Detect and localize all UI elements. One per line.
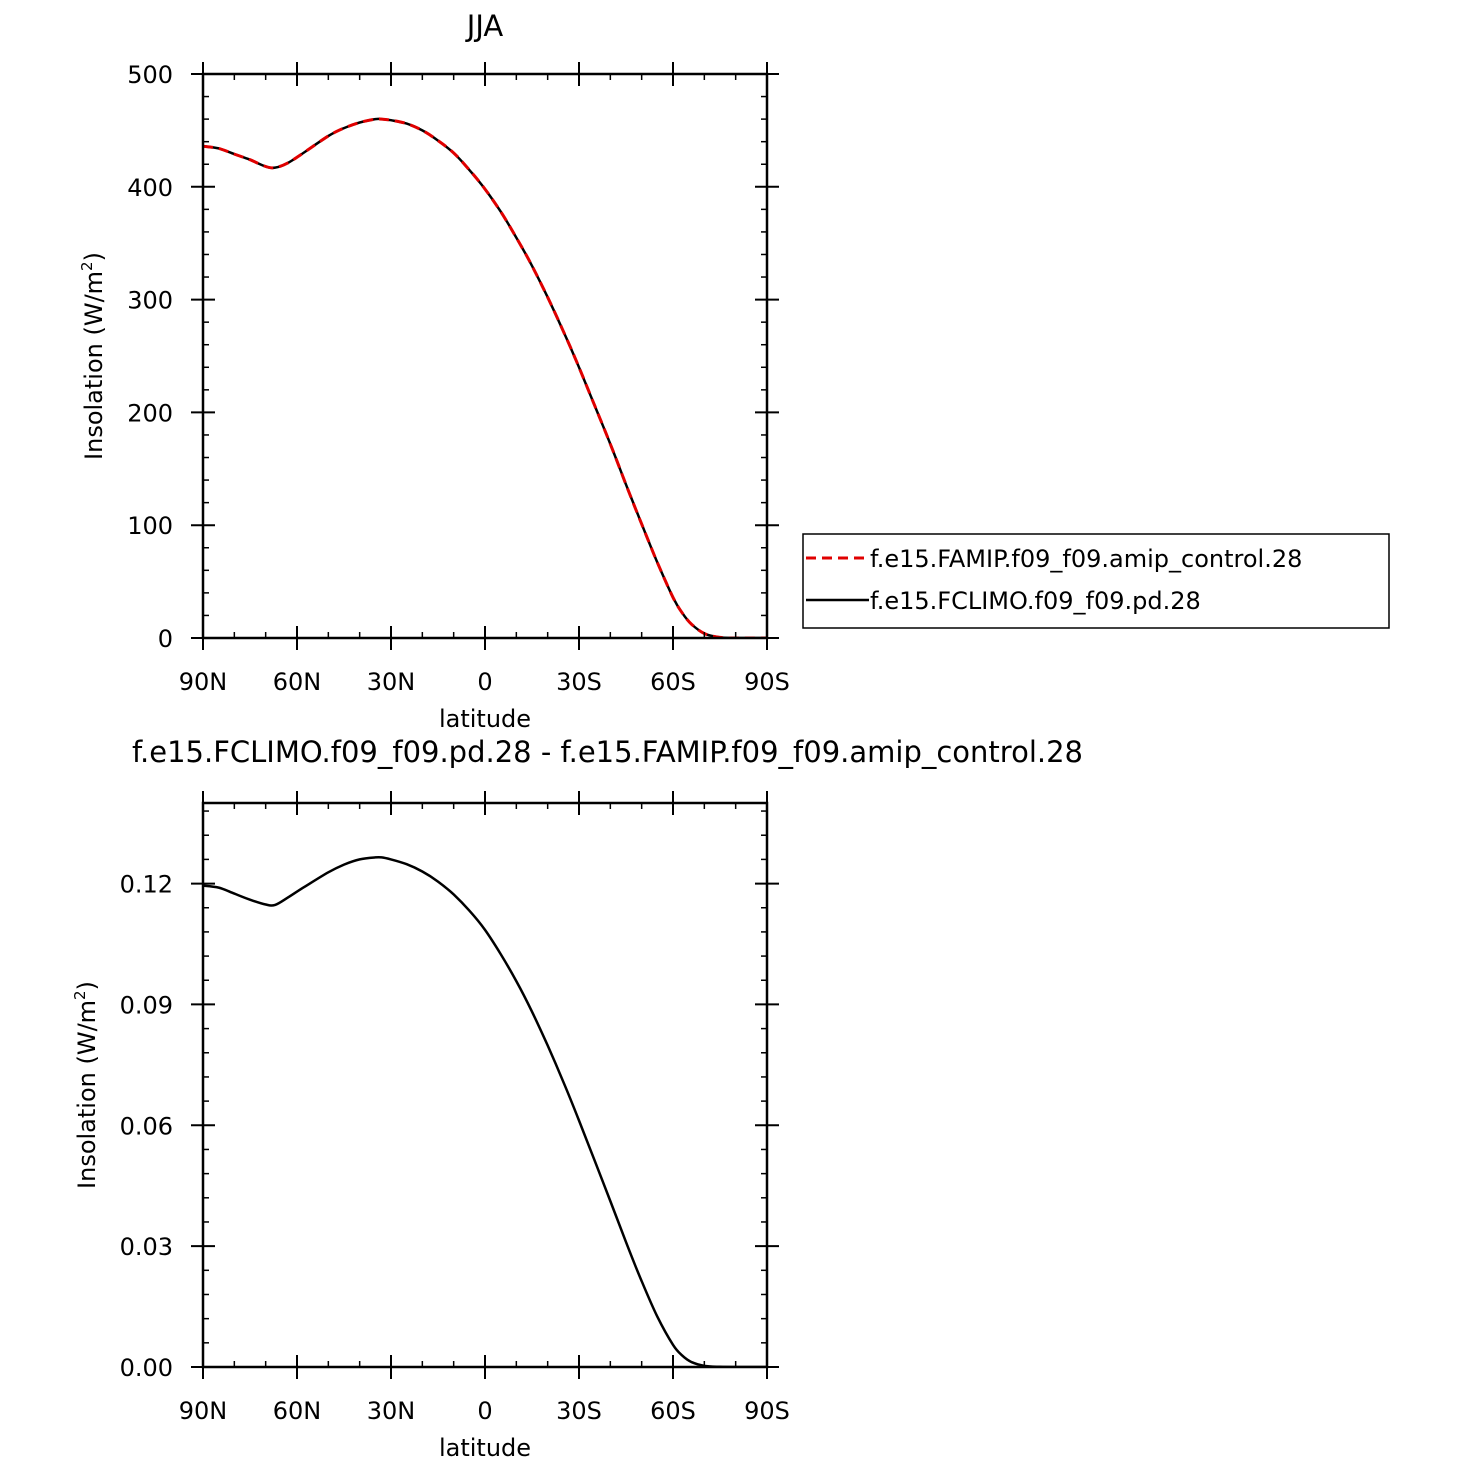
bottom-y-axis-label: Insolation (W/m2) (71, 981, 101, 1189)
top-y-tick-label: 100 (127, 512, 173, 540)
top-x-tick-label: 90S (744, 668, 790, 696)
top-plot-area: 90N 60N 30N 0 30S 60S 90S 0 100 200 300 400 500 (127, 61, 790, 696)
top-x-axis-label: latitude (439, 705, 531, 733)
top-y-tick-label: 400 (127, 174, 173, 202)
top-x-tick-label: 60S (650, 668, 696, 696)
top-y-tick-label: 300 (127, 287, 173, 315)
top-x-tick-label: 0 (477, 668, 492, 696)
bottom-y-tick-label: 0.09 (120, 991, 173, 1019)
top-x-tick-label: 30S (556, 668, 602, 696)
top-chart-title: JJA (465, 9, 504, 43)
legend-label-fclimo: f.e15.FCLIMO.f09_f09.pd.28 (870, 587, 1201, 615)
top-plot-frame (201, 72, 769, 640)
top-y-tick-label: 500 (127, 61, 173, 89)
legend-box (802, 533, 1390, 629)
bottom-y-tick-label: 0.00 (120, 1354, 173, 1382)
bottom-plot-frame (201, 801, 769, 1369)
top-x-tick-label: 60N (273, 668, 322, 696)
bottom-x-tick-label: 90S (744, 1397, 790, 1425)
top-y-tick-label: 200 (127, 399, 173, 427)
bottom-x-tick-label: 30S (556, 1397, 602, 1425)
bottom-x-tick-label: 0 (477, 1397, 492, 1425)
bottom-plot-area: 90N 60N 30N 0 30S 60S 90S 0.00 0.03 0.06 0.09 0.12 (120, 791, 790, 1425)
bottom-y-tick-label: 0.06 (120, 1112, 173, 1140)
bottom-x-axis-label: latitude (439, 1434, 531, 1462)
top-series-line-1 (203, 117, 767, 638)
legend: f.e15.FAMIP.f09_f09.amip_control.28 f.e1… (802, 533, 1390, 629)
top-y-tick-label: 0 (158, 625, 173, 653)
bottom-y-tick-label: 0.12 (120, 871, 173, 899)
bottom-chart-title: f.e15.FCLIMO.f09_f09.pd.28 - f.e15.FAMIP… (132, 735, 1083, 769)
top-series-line-2 (203, 117, 767, 638)
top-x-tick-label: 90N (179, 668, 228, 696)
legend-label-famip: f.e15.FAMIP.f09_f09.amip_control.28 (870, 545, 1302, 573)
bottom-y-tick-label: 0.03 (120, 1233, 173, 1261)
bottom-series-line-1 (203, 855, 767, 1367)
top-x-tick-label: 30N (367, 668, 416, 696)
bottom-x-tick-label: 60N (273, 1397, 322, 1425)
bottom-x-tick-label: 30N (367, 1397, 416, 1425)
top-y-axis-label: Insolation (W/m2) (78, 252, 108, 460)
bottom-x-tick-label: 60S (650, 1397, 696, 1425)
bottom-x-tick-label: 90N (179, 1397, 228, 1425)
